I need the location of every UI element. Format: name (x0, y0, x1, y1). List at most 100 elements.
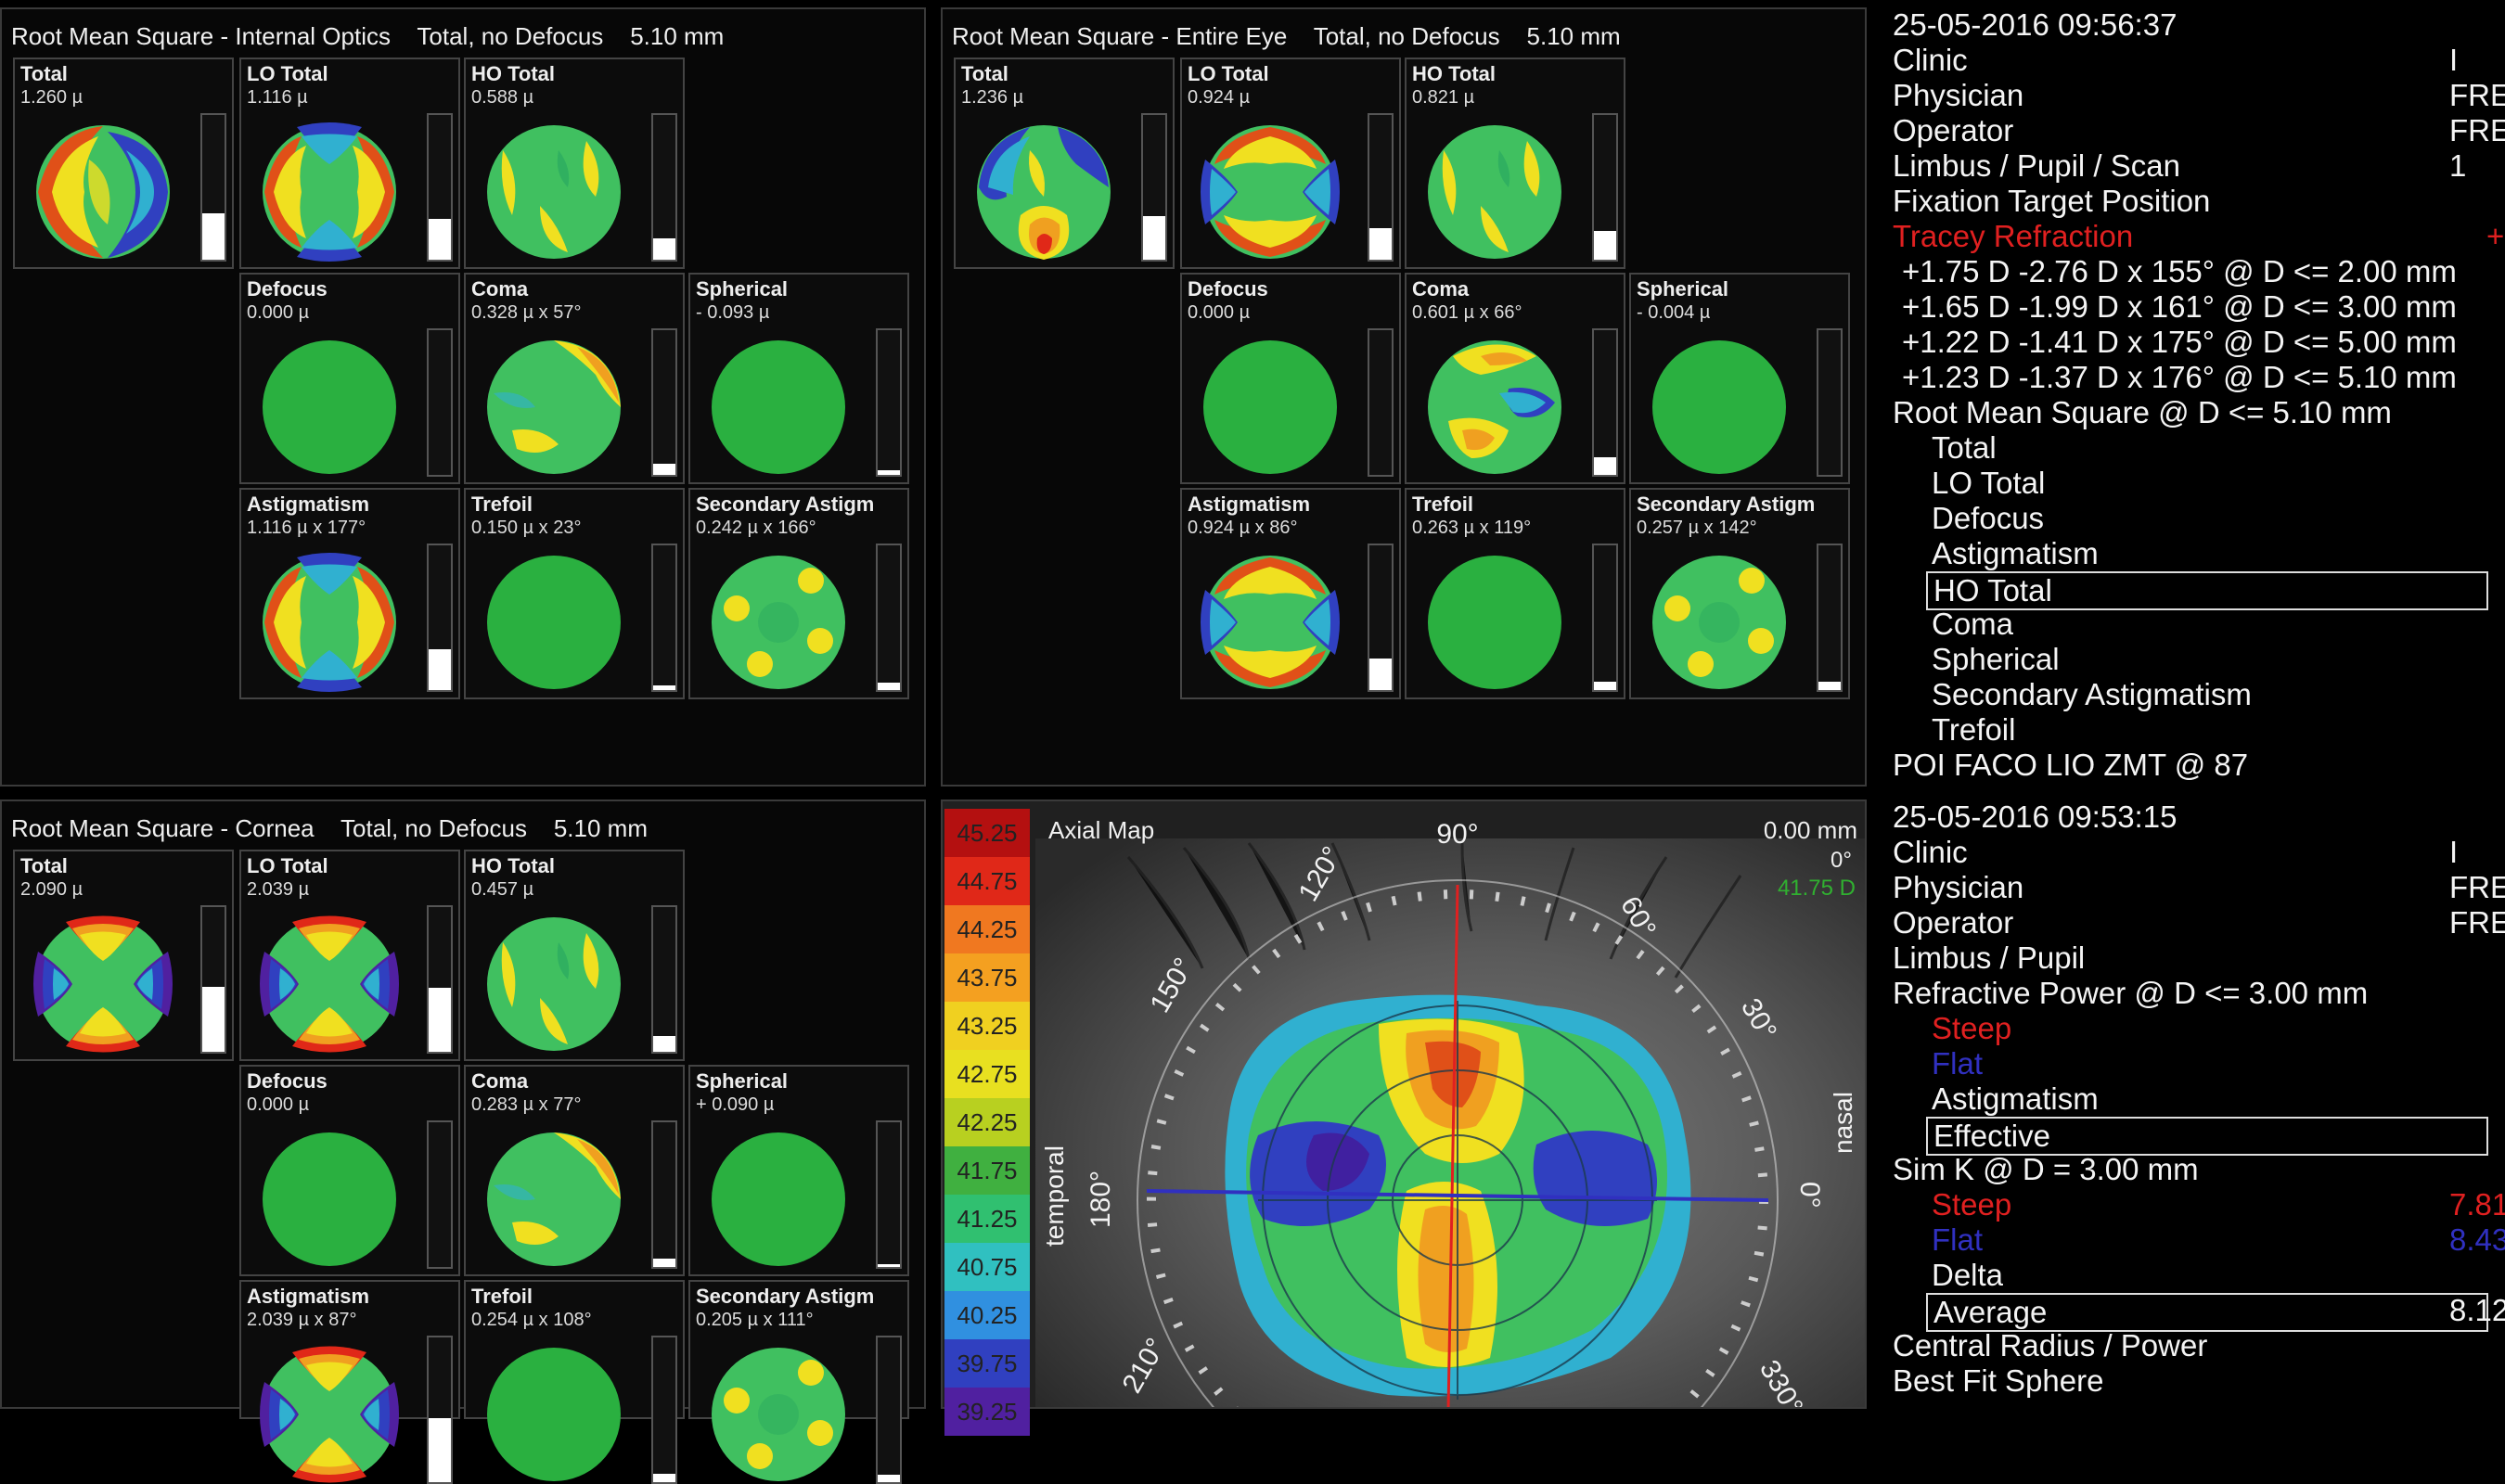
rms-bar-fill (653, 1035, 675, 1052)
metric-cell[interactable]: Total 1.260 µ (13, 58, 234, 269)
rms-item: Trefoil (1932, 712, 2016, 747)
wavefront-map (977, 125, 1111, 260)
steep-axis-line (1446, 884, 1459, 1407)
scale-swatch: 44.75 (944, 857, 1030, 905)
axial-power-readout: 41.75 D (1777, 876, 1856, 901)
rms-bar (200, 905, 226, 1054)
metric-cell[interactable]: Defocus 0.000 µ (1180, 273, 1401, 484)
rms-bar (651, 544, 677, 692)
metric-label: Secondary Astigm (1637, 493, 1816, 516)
metric-label: LO Total (247, 62, 328, 85)
effective-row[interactable]: Effective (1926, 1117, 2488, 1156)
metric-value: 0.924 µ x 86° (1188, 518, 1298, 538)
metric-label: Defocus (247, 1069, 328, 1093)
axial-zero-readout: 0° (1831, 848, 1852, 873)
metric-value: 0.588 µ (471, 87, 534, 108)
metric-cell[interactable]: LO Total 2.039 µ (239, 850, 460, 1061)
refractive-power-header: Refractive Power @ D <= 3.00 mm (1893, 976, 2369, 1010)
wavefront-map (36, 125, 170, 259)
metric-cell[interactable]: Coma 0.601 µ x 66° (1405, 273, 1625, 484)
metric-value: - 0.093 µ (696, 302, 770, 323)
metric-cell[interactable]: HO Total 0.588 µ (464, 58, 685, 269)
wavefront-map (1428, 340, 1561, 474)
angle-label-180: 180° (1086, 1171, 1116, 1228)
axial-map-panel[interactable]: 90° 120° 60° 150° 30° 180° 0° 210° 330° … (941, 800, 1867, 1409)
refraction-row: +1.22 D -1.41 D x 175° @ D <= 5.00 mm (1902, 325, 2457, 359)
rms-bar (1592, 544, 1618, 692)
wavefront-map (33, 915, 173, 1053)
entire-eye-panel: Root Mean Square - Entire Eye Total, no … (941, 7, 1867, 787)
rms-bar-fill (429, 988, 451, 1052)
metric-cell[interactable]: Astigmatism 2.039 µ x 87° (239, 1280, 460, 1484)
metric-cell[interactable]: Spherical - 0.004 µ (1629, 273, 1850, 484)
cornea-panel: Root Mean Square - Cornea Total, no Defo… (0, 800, 926, 1484)
metric-cell[interactable]: Trefoil 0.150 µ x 23° (464, 488, 685, 699)
metric-label: Spherical (1637, 277, 1729, 301)
steep-label: Steep (1932, 1011, 2012, 1045)
metric-cell[interactable]: Coma 0.328 µ x 57° (464, 273, 685, 484)
info-value: I (2449, 835, 2459, 869)
scale-swatch: 39.25 (944, 1388, 1030, 1436)
metric-value: 0.000 µ (247, 302, 310, 323)
rms-bar-fill (1369, 227, 1392, 260)
metric-cell[interactable]: Defocus 0.000 µ (239, 1065, 460, 1276)
metric-label: Total (20, 854, 68, 877)
rms-bar (651, 905, 677, 1054)
metric-cell[interactable]: Defocus 0.000 µ (239, 273, 460, 484)
rms-bar-fill (878, 470, 900, 475)
axial-map-image[interactable]: 90° 120° 60° 150° 30° 180° 0° 210° 330° … (943, 801, 1867, 1409)
rms-bar-fill (429, 1418, 451, 1482)
info-value: I (2449, 43, 2459, 77)
metric-cell[interactable]: Coma 0.283 µ x 77° (464, 1065, 685, 1276)
average-value: 8.12 (2449, 1293, 2505, 1327)
rms-bar-fill (1594, 457, 1616, 475)
metric-cell[interactable]: Secondary Astigm 0.257 µ x 142° (1629, 488, 1850, 699)
wavefront-map (712, 556, 845, 689)
metric-cell[interactable]: Spherical + 0.090 µ (688, 1065, 909, 1276)
metric-cell[interactable]: LO Total 0.924 µ (1180, 58, 1401, 269)
metric-cell[interactable]: HO Total 0.821 µ (1405, 58, 1625, 269)
metric-cell[interactable]: Secondary Astigm 0.205 µ x 111° (688, 1280, 909, 1484)
metric-cell[interactable]: Total 1.236 µ (954, 58, 1175, 269)
metric-label: Spherical (696, 1069, 789, 1093)
rms-bar (427, 328, 453, 477)
rms-item: Coma (1932, 607, 2014, 641)
rms-bar-fill (1143, 216, 1165, 260)
metric-cell[interactable]: LO Total 1.116 µ (239, 58, 460, 269)
wavefront-map (487, 125, 621, 259)
metric-cell[interactable]: Trefoil 0.263 µ x 119° (1405, 488, 1625, 699)
rms-item: LO Total (1932, 466, 2046, 500)
rms-bar-fill (429, 219, 451, 260)
metric-cell[interactable]: Total 2.090 µ (13, 850, 234, 1061)
rms-bar (427, 1336, 453, 1484)
rms-bar-fill (878, 1475, 900, 1482)
rms-bar (651, 1120, 677, 1269)
rms-header: Root Mean Square @ D <= 5.10 mm (1893, 395, 2392, 429)
metric-cell[interactable]: Astigmatism 1.116 µ x 177° (239, 488, 460, 699)
metric-cell[interactable]: Spherical - 0.093 µ (688, 273, 909, 484)
rms-bar (1368, 113, 1394, 262)
metric-label: Coma (1412, 277, 1470, 301)
rms-bar (1817, 544, 1843, 692)
metric-cell[interactable]: HO Total 0.457 µ (464, 850, 685, 1061)
scale-swatch: 41.25 (944, 1195, 1030, 1243)
metric-value: 0.283 µ x 77° (471, 1094, 582, 1115)
rms-bar (876, 1120, 902, 1269)
metric-cell[interactable]: Trefoil 0.254 µ x 108° (464, 1280, 685, 1484)
rms-bar-fill (878, 1263, 900, 1267)
rms-bar-fill (1818, 681, 1841, 690)
scale-swatch: 43.25 (944, 1002, 1030, 1050)
average-row[interactable]: Average (1926, 1293, 2488, 1332)
metric-cell[interactable]: Astigmatism 0.924 µ x 86° (1180, 488, 1401, 699)
flat-value: 8.43 (2449, 1222, 2505, 1257)
info-label: Fixation Target Position (1893, 184, 2211, 218)
metric-label: Trefoil (471, 493, 533, 516)
info-panel-bottom: 25-05-2016 09:53:15 Clinic I Physician FRE Op… (1883, 800, 2505, 1409)
metric-cell[interactable]: Secondary Astigm 0.242 µ x 166° (688, 488, 909, 699)
steep-label: Steep (1932, 1187, 2012, 1222)
scale-swatch: 40.25 (944, 1291, 1030, 1339)
rms-bar-fill (653, 1258, 675, 1267)
scale-swatch: 45.25 (944, 809, 1030, 857)
rms-item[interactable]: HO Total (1926, 571, 2488, 610)
scale-swatch: 42.25 (944, 1098, 1030, 1146)
